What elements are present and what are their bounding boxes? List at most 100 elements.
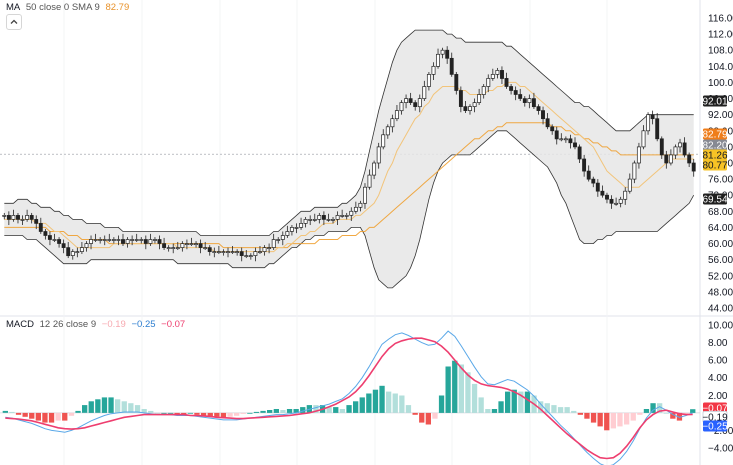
macd-histogram-bar [253, 411, 260, 413]
price-tick-label: 64.00 [708, 223, 733, 234]
candle [404, 94, 409, 109]
candle [577, 144, 582, 163]
candle [93, 233, 98, 242]
candle-body [180, 243, 185, 248]
price-badge-bg [703, 139, 727, 151]
candle [235, 249, 240, 256]
price-badge-1: 82.79 [702, 128, 728, 141]
candle-body [513, 90, 518, 95]
candle-body [253, 251, 258, 256]
candle [29, 212, 34, 224]
candle-body [394, 110, 399, 120]
candle-body [550, 126, 555, 132]
candle [38, 217, 43, 234]
candle [591, 176, 596, 188]
macd-histogram-bar [372, 389, 379, 413]
price-badge-label: 81.26 [702, 151, 727, 162]
ma-legend-value: 82.79 [105, 2, 130, 13]
candle-body [317, 215, 322, 220]
candle-body [47, 235, 52, 240]
candle-body [303, 219, 308, 224]
candle-body [468, 106, 472, 111]
candle [623, 187, 628, 205]
candle-body [518, 94, 523, 99]
candle [216, 245, 221, 255]
candle-body [29, 215, 34, 220]
candle [267, 243, 272, 254]
candle-body [536, 106, 541, 111]
macd-histogram-bar [82, 405, 88, 413]
candle [317, 212, 322, 224]
macd-histogram-bar [214, 412, 220, 417]
candle-body [477, 94, 482, 103]
candle-body [244, 255, 249, 257]
macd-histogram-bar [571, 410, 577, 413]
macd-histogram-bar [604, 412, 610, 431]
candle-body [344, 215, 349, 217]
macd-histogram-bar [22, 412, 28, 417]
macd-histogram-bar [630, 412, 636, 421]
macd-badge-label: −0.07 [702, 404, 728, 415]
candle [162, 237, 167, 250]
macd-histogram-bar [577, 412, 583, 415]
macd-histogram-bar [62, 412, 68, 421]
candle-body [248, 255, 253, 257]
candle [527, 94, 532, 109]
price-tick-label: 44.00 [708, 304, 733, 315]
macd-legend[interactable]: MACD 12 26 close 9 −0.19 −0.25 −0.07 [6, 319, 188, 330]
macd-histogram-bar [425, 412, 431, 425]
candle [394, 105, 399, 122]
macd-histogram-bar [564, 407, 570, 413]
macd-tick-label: 8.00 [708, 338, 728, 349]
price-tick-label: 108.00 [708, 46, 733, 57]
ma-legend-params: 50 close 0 SMA 9 [25, 2, 100, 13]
candle [20, 215, 25, 226]
macd-histogram-bar [465, 372, 471, 413]
candle-body [372, 162, 377, 176]
candle [84, 241, 89, 252]
macd-histogram-bar [260, 410, 266, 413]
macd-histogram-bar [438, 395, 445, 413]
macd-histogram-bar [101, 397, 108, 413]
candle-body [6, 215, 11, 220]
candle-body [664, 154, 669, 164]
macd-histogram-bar [458, 364, 464, 413]
macd-histogram-bar [650, 403, 656, 413]
collapse-legend-button[interactable] [6, 14, 22, 30]
candle [34, 215, 39, 230]
candle-body [230, 251, 235, 253]
ma-legend[interactable]: MA 50 close 0 SMA 9 82.79 [6, 2, 132, 13]
candle-body [89, 239, 93, 244]
candle [107, 233, 112, 242]
candle [312, 213, 317, 222]
candle [207, 245, 212, 256]
candle [25, 209, 30, 222]
candle-body [285, 231, 290, 236]
price-badge-label: 92.01 [702, 97, 727, 108]
candle [509, 84, 514, 95]
macd-legend-histogram: −0.19 [101, 319, 126, 330]
macd-histogram-bar [353, 401, 359, 413]
candle-body [646, 114, 651, 132]
candle [472, 98, 477, 113]
candle [308, 215, 313, 226]
candle-body [312, 219, 317, 221]
candle [408, 92, 413, 105]
candle [6, 211, 11, 226]
candle [614, 197, 619, 206]
candle-body [440, 49, 445, 55]
candle [248, 253, 253, 260]
candle-body [111, 239, 116, 241]
candle [294, 223, 299, 234]
macd-histogram-bar [498, 401, 504, 413]
candle-body [121, 239, 125, 244]
candle-body [509, 86, 514, 91]
candle-body [157, 239, 162, 244]
candle [335, 211, 340, 226]
candle [79, 241, 84, 255]
candle [358, 200, 363, 212]
candle [513, 86, 518, 101]
candle-body [422, 86, 427, 99]
candle [16, 212, 20, 224]
